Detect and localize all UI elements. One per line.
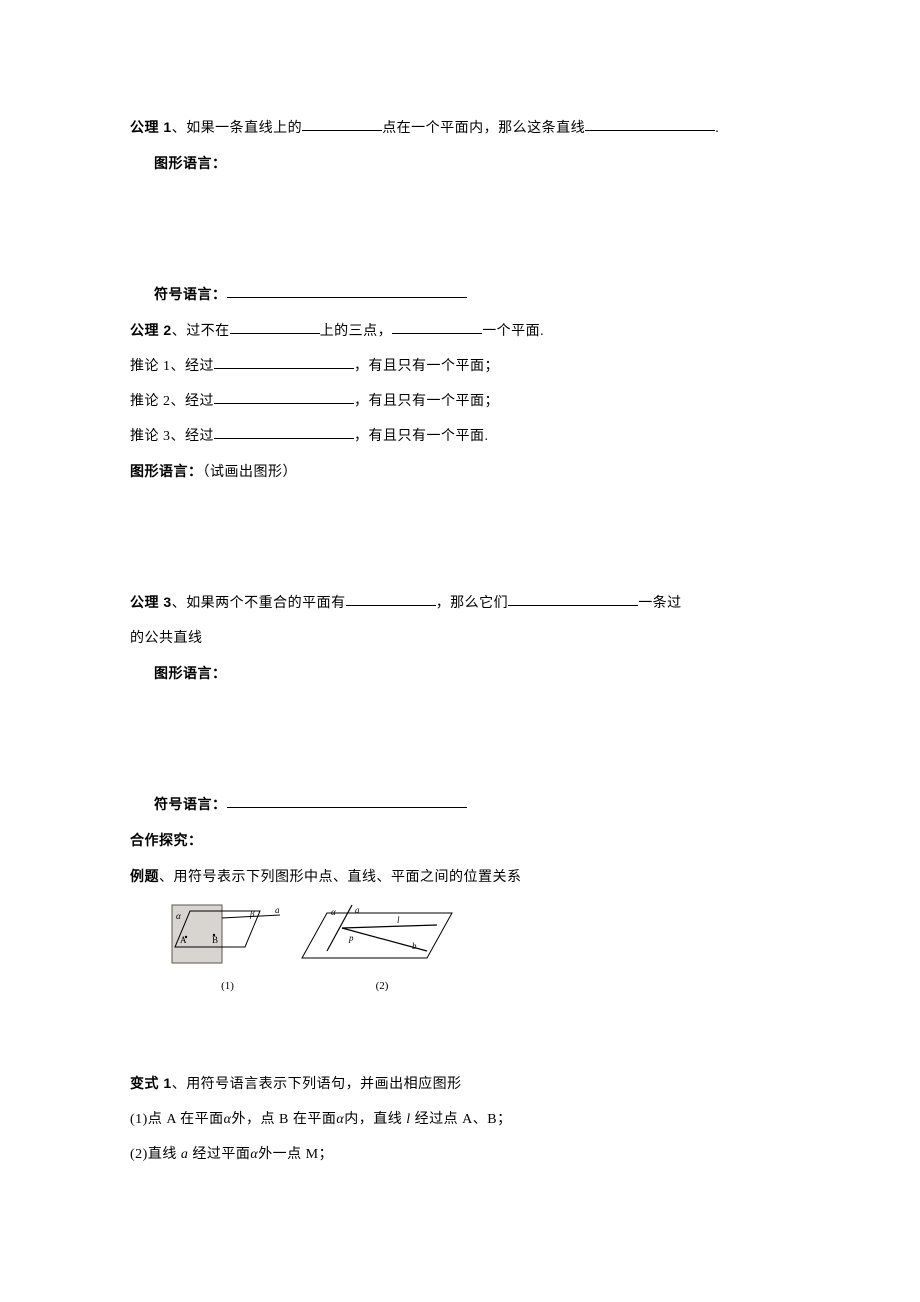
axiom-3-label: 公理 3 [130,594,172,610]
graph-language-try: 图形语言：（试画出图形） [130,454,790,490]
label-B: B [212,935,218,945]
corollary-3: 推论 3、经过，有且只有一个平面. [130,419,790,454]
label-beta: β [249,909,255,919]
label-alpha: α [176,911,181,921]
variant-1: 变式 1、用符号语言表示下列语句，并画出相应图形 [130,1066,790,1102]
variant-item-1: (1)点 A 在平面α外，点 B 在平面α内，直线 l 经过点 A、B； [130,1102,790,1137]
blank [230,320,320,334]
corollary-1: 推论 1、经过，有且只有一个平面； [130,349,790,384]
label-a: a [275,905,280,915]
cooperate-heading: 合作探究： [130,823,790,859]
symbol-language-3: 符号语言： [130,787,790,823]
axiom-1-label: 公理 1 [130,119,172,135]
example-diagrams: α β a A B (1) α a l p b (2) [170,903,790,992]
diagram-2: α a l p b (2) [297,903,467,992]
blank [585,117,715,131]
graph-language-1: 图形语言： [130,146,790,182]
axiom-2-label: 公理 2 [130,322,172,338]
variant-item-2: (2)直线 a 经过平面α外一点 M； [130,1137,790,1172]
blank [214,355,354,369]
graph-language-3: 图形语言： [130,656,790,692]
blank [508,592,638,606]
axiom-2: 公理 2、过不在上的三点，一个平面. [130,313,790,349]
axiom-3-tail: 的公共直线 [130,621,790,656]
blank [227,284,467,298]
blank [214,390,354,404]
diagram-1-caption: (1) [170,980,285,992]
label-p: p [348,933,354,943]
axiom-1: 公理 1、如果一条直线上的点在一个平面内，那么这条直线. [130,110,790,146]
blank [214,425,354,439]
blank [227,794,467,808]
label-b: b [412,941,417,951]
example-line: 例题、用符号表示下列图形中点、直线、平面之间的位置关系 [130,859,790,895]
symbol-language-1: 符号语言： [130,277,790,313]
label-l: l [397,915,400,925]
label-alpha2: α [331,907,336,917]
blank [302,117,382,131]
diagram-2-caption: (2) [297,980,467,992]
diagram-1: α β a A B (1) [170,903,285,992]
blank [392,320,482,334]
corollary-2: 推论 2、经过，有且只有一个平面； [130,384,790,419]
blank [346,592,436,606]
label-a2: a [355,905,360,915]
axiom-3: 公理 3、如果两个不重合的平面有，那么它们一条过 [130,585,790,621]
